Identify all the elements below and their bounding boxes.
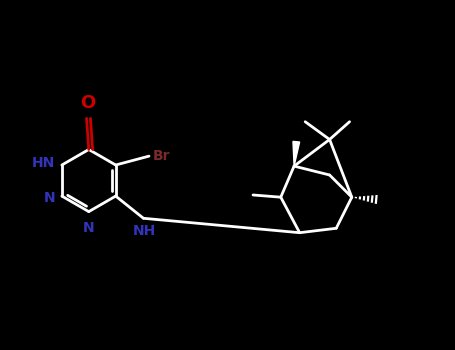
Text: N: N — [44, 191, 55, 205]
Polygon shape — [293, 141, 300, 166]
Text: Br: Br — [152, 149, 170, 163]
Text: O: O — [81, 94, 96, 112]
Text: HN: HN — [32, 156, 55, 170]
Text: N: N — [83, 220, 95, 234]
Text: NH: NH — [133, 224, 156, 238]
